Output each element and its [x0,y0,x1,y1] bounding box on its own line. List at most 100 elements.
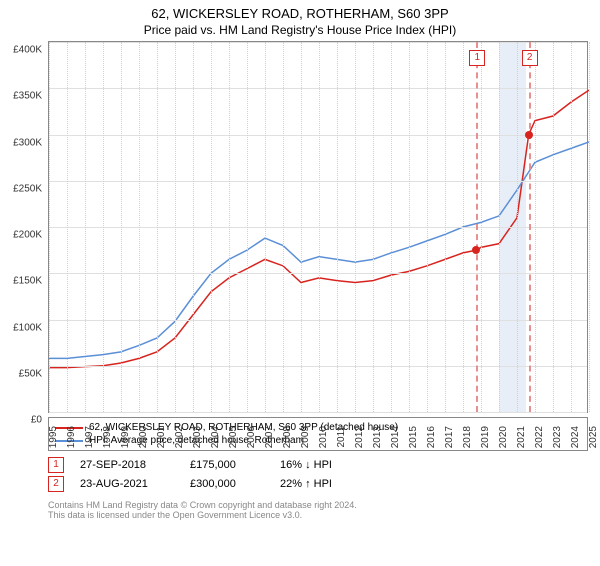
chart-subtitle: Price paid vs. HM Land Registry's House … [0,23,600,37]
x-tick-label: 2004 [210,426,221,448]
event-row: 1 27-SEP-2018£175,00016% ↓ HPI [48,457,588,473]
event-marker: 2 [522,50,538,66]
x-tick-label: 2009 [300,426,311,448]
event-price: £175,000 [190,459,280,471]
footer: Contains HM Land Registry data © Crown c… [48,500,588,520]
event-id-box: 2 [48,476,64,492]
x-gridline [391,42,392,412]
x-gridline [355,42,356,412]
plot-area: 12 [48,41,588,413]
y-tick-label: £350K [13,91,42,102]
y-tick-label: £50K [19,368,42,379]
gridline [49,412,587,413]
x-gridline [553,42,554,412]
x-gridline [211,42,212,412]
x-tick-label: 2024 [570,426,581,448]
x-gridline [193,42,194,412]
event-date: 27-SEP-2018 [80,459,190,471]
x-gridline [139,42,140,412]
x-gridline [121,42,122,412]
gridline [49,88,587,89]
x-gridline [283,42,284,412]
x-tick-label: 2013 [372,426,383,448]
x-tick-label: 2015 [408,426,419,448]
x-tick-label: 2016 [426,426,437,448]
x-tick-label: 2008 [282,426,293,448]
x-tick-label: 2006 [246,426,257,448]
x-gridline [589,42,590,412]
gridline [49,181,587,182]
x-tick-label: 2021 [516,426,527,448]
event-id-box: 1 [48,457,64,473]
y-tick-label: £300K [13,137,42,148]
footer-line-1: Contains HM Land Registry data © Crown c… [48,500,588,510]
x-tick-label: 1996 [66,426,77,448]
x-tick-label: 2001 [156,426,167,448]
event-marker: 1 [469,50,485,66]
event-delta: 22% ↑ HPI [280,478,400,490]
gridline [49,227,587,228]
y-axis: £0£50K£100K£150K£200K£250K£300K£350K£400… [0,50,46,420]
gridline [49,273,587,274]
x-tick-label: 2007 [264,426,275,448]
x-gridline [463,42,464,412]
x-gridline [499,42,500,412]
x-gridline [373,42,374,412]
footer-line-2: This data is licensed under the Open Gov… [48,510,588,520]
x-tick-label: 2018 [462,426,473,448]
y-tick-label: £0 [31,415,42,426]
x-tick-label: 2014 [390,426,401,448]
x-tick-label: 1995 [48,426,59,448]
x-tick-label: 2017 [444,426,455,448]
chart-title: 62, WICKERSLEY ROAD, ROTHERHAM, S60 3PP [0,6,600,21]
x-axis: 1995199619971998199920002001200220032004… [48,422,588,456]
x-gridline [229,42,230,412]
gridline [49,42,587,43]
gridline [49,366,587,367]
x-tick-label: 2025 [588,426,599,448]
x-tick-label: 2010 [318,426,329,448]
x-tick-label: 2019 [480,426,491,448]
x-gridline [337,42,338,412]
gridline [49,135,587,136]
event-price: £300,000 [190,478,280,490]
x-gridline [571,42,572,412]
gridline [49,320,587,321]
x-tick-label: 2003 [192,426,203,448]
y-tick-label: £250K [13,183,42,194]
x-tick-label: 1998 [102,426,113,448]
x-gridline [175,42,176,412]
x-gridline [481,42,482,412]
events-table: 1 27-SEP-2018£175,00016% ↓ HPI 2 23-AUG-202… [48,457,588,492]
event-line [476,42,478,412]
x-gridline [247,42,248,412]
x-gridline [265,42,266,412]
x-tick-label: 2012 [354,426,365,448]
y-tick-label: £400K [13,45,42,56]
x-gridline [535,42,536,412]
x-tick-label: 1999 [120,426,131,448]
x-gridline [445,42,446,412]
x-tick-label: 2023 [552,426,563,448]
y-tick-label: £100K [13,322,42,333]
event-point [525,131,533,139]
x-gridline [427,42,428,412]
x-tick-label: 2020 [498,426,509,448]
x-tick-label: 2011 [336,426,347,448]
x-gridline [103,42,104,412]
x-gridline [319,42,320,412]
event-delta: 16% ↓ HPI [280,459,400,471]
x-gridline [301,42,302,412]
x-tick-label: 2022 [534,426,545,448]
x-tick-label: 2005 [228,426,239,448]
x-gridline [157,42,158,412]
x-gridline [85,42,86,412]
event-line [529,42,531,412]
x-gridline [67,42,68,412]
y-tick-label: £150K [13,276,42,287]
x-gridline [409,42,410,412]
x-gridline [49,42,50,412]
x-gridline [517,42,518,412]
event-row: 2 23-AUG-2021£300,00022% ↑ HPI [48,476,588,492]
event-date: 23-AUG-2021 [80,478,190,490]
